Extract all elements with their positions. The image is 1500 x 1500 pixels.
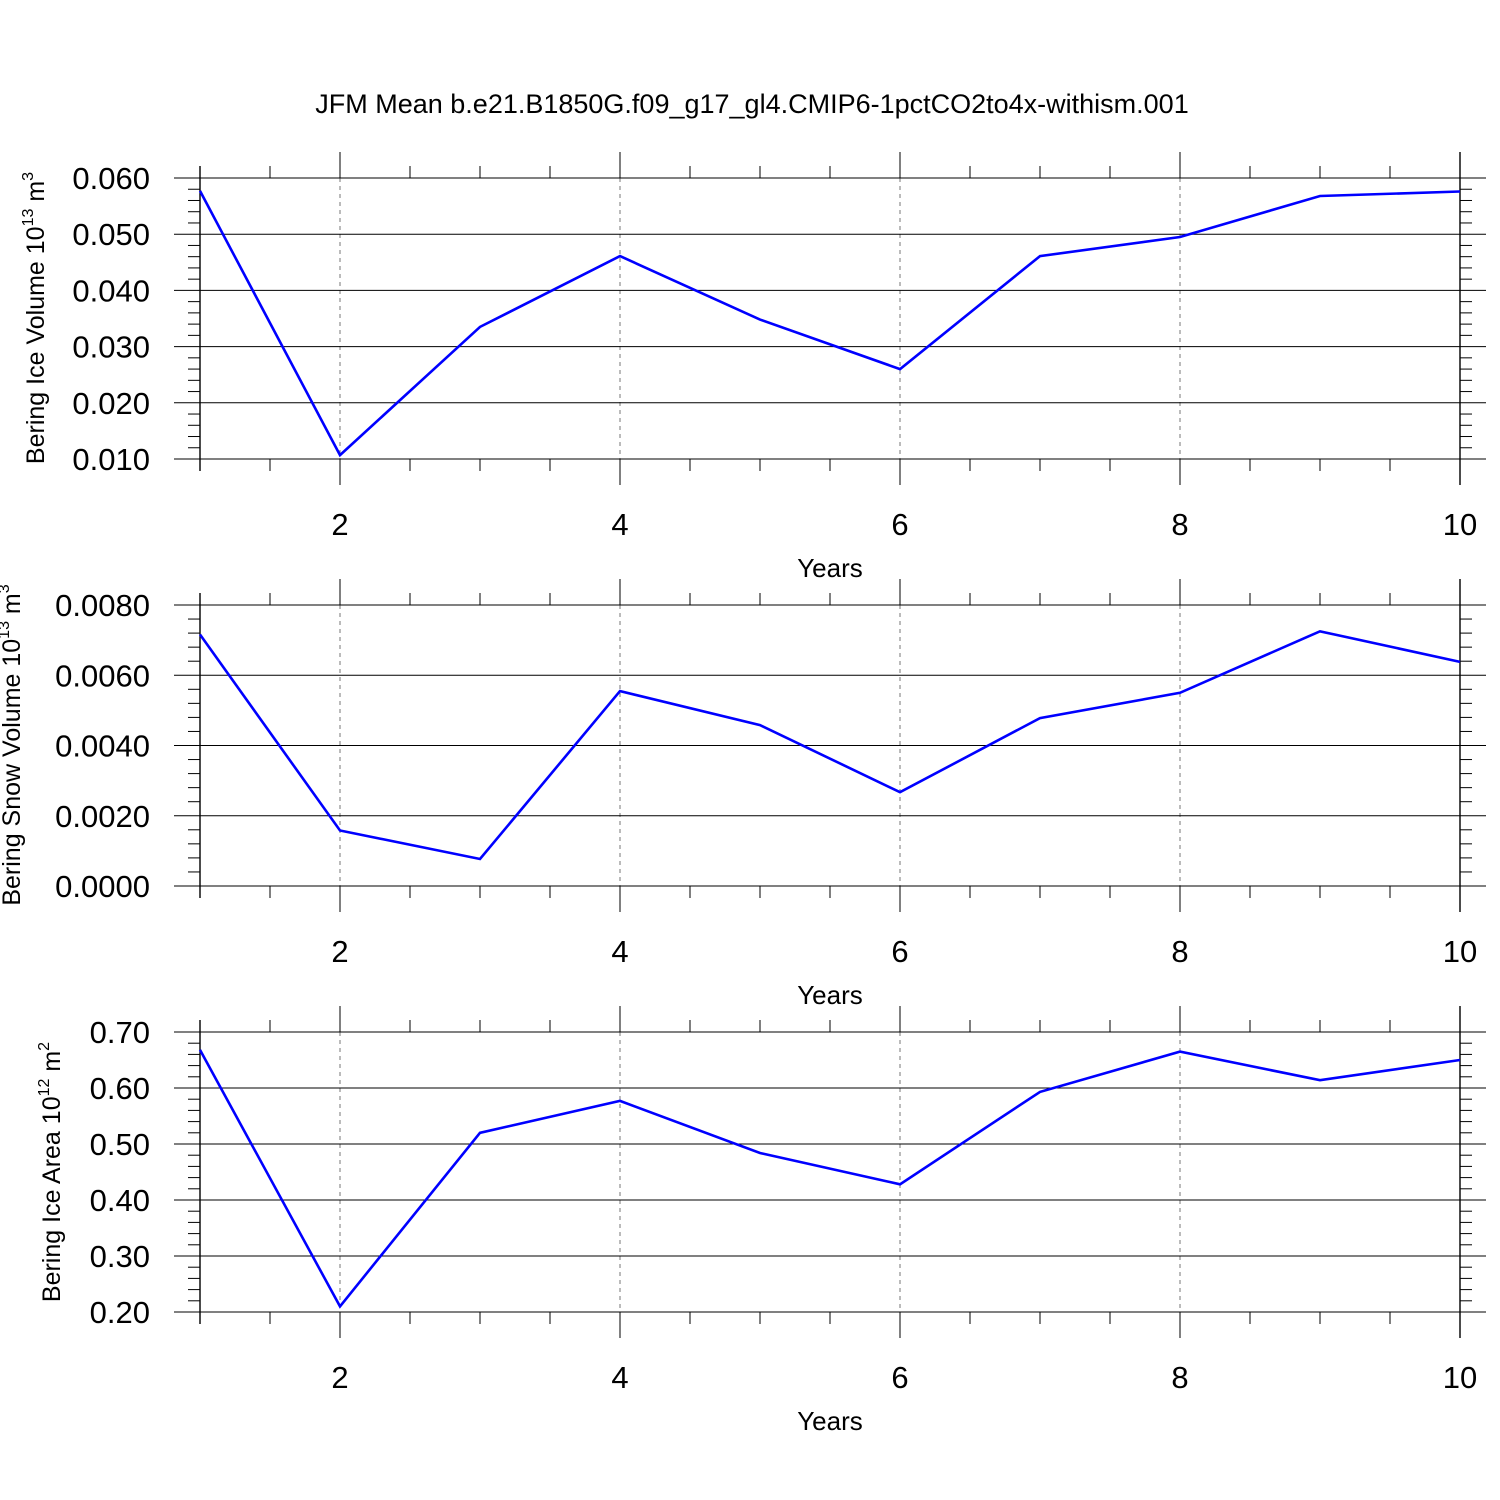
y-tick-label: 0.0060	[55, 658, 150, 693]
y-axis-label-unit-exponent: 3	[20, 172, 37, 181]
y-tick-label: 0.40	[90, 1183, 150, 1218]
y-axis-label-unit-exponent: 3	[0, 584, 13, 593]
y-tick-label: 0.50	[90, 1127, 150, 1162]
y-tick-label: 0.0080	[55, 588, 150, 623]
y-tick-label: 0.040	[72, 273, 150, 308]
figure-title: JFM Mean b.e21.B1850G.f09_g17_gl4.CMIP6-…	[315, 89, 1188, 119]
y-axis-label-base: Bering Ice Area 10	[38, 1096, 66, 1302]
y-tick-label: 0.0000	[55, 869, 150, 904]
y-axis-label-unit: m	[22, 181, 50, 209]
y-tick-label: 0.20	[90, 1295, 150, 1330]
x-tick-label: 8	[1171, 934, 1188, 969]
y-axis-label-exponent: 13	[0, 621, 13, 639]
y-tick-label: 0.050	[72, 217, 150, 252]
chart-panel-1: 0.010 0.020 0.030 0.040 0.050 0.060 2 4 6 8 10 Year…	[20, 152, 1486, 583]
panels: 0.010 0.020 0.030 0.040 0.050 0.060 2 4 6 8 10 Year…	[0, 152, 1486, 1436]
x-tick-label: 2	[331, 507, 348, 542]
series-line-1	[198, 190, 1461, 458]
x-tick-label: 2	[331, 1360, 348, 1395]
x-tick-label: 2	[331, 934, 348, 969]
y-axis-label: Bering Ice Area 1012 m2	[36, 1042, 66, 1302]
y-tick-label: 0.020	[72, 386, 150, 421]
y-axis-label-exponent: 12	[36, 1078, 53, 1096]
series-line-1	[198, 629, 1461, 861]
y-axis-label-unit-exponent: 2	[36, 1042, 53, 1051]
x-tick-label: 8	[1171, 507, 1188, 542]
x-tick-label: 4	[611, 507, 628, 542]
y-tick-label: 0.010	[72, 442, 150, 477]
x-tick-label: 6	[891, 507, 908, 542]
x-tick-label: 10	[1443, 934, 1477, 969]
y-tick-label: 0.030	[72, 330, 150, 365]
y-axis-label-base: Bering Ice Volume 10	[22, 226, 50, 464]
x-tick-label: 4	[611, 1360, 628, 1395]
y-axis-label: Bering Snow Volume 1013 m3	[0, 584, 26, 905]
x-axis-label: Years	[797, 980, 863, 1010]
y-axis-label-exponent: 13	[20, 209, 37, 227]
y-tick-label: 0.060	[72, 161, 150, 196]
chart-panel-2: 0.0000 0.0020 0.0040 0.0060 0.0080 2 4 6 8 10 Year…	[0, 579, 1486, 1010]
y-axis-label-unit: m	[0, 593, 26, 621]
x-tick-label: 10	[1443, 507, 1477, 542]
chart-panel-3: 0.20 0.30 0.40 0.50 0.60 0.70 2 4 6 8 10 Years Berin…	[36, 1006, 1486, 1436]
y-tick-label: 0.70	[90, 1015, 150, 1050]
series-line-1	[198, 1049, 1461, 1309]
x-axis-label: Years	[797, 1406, 863, 1436]
x-tick-label: 10	[1443, 1360, 1477, 1395]
y-tick-label: 0.0040	[55, 729, 150, 764]
y-axis-label-unit: m	[38, 1051, 66, 1079]
x-axis-label: Years	[797, 553, 863, 583]
y-axis-label-base: Bering Snow Volume 10	[0, 639, 26, 906]
x-tick-label: 4	[611, 934, 628, 969]
y-axis-label: Bering Ice Volume 1013 m3	[20, 172, 50, 464]
x-tick-label: 8	[1171, 1360, 1188, 1395]
y-tick-label: 0.30	[90, 1239, 150, 1274]
y-tick-label: 0.0020	[55, 799, 150, 834]
x-tick-label: 6	[891, 934, 908, 969]
y-tick-label: 0.60	[90, 1071, 150, 1106]
x-tick-label: 6	[891, 1360, 908, 1395]
